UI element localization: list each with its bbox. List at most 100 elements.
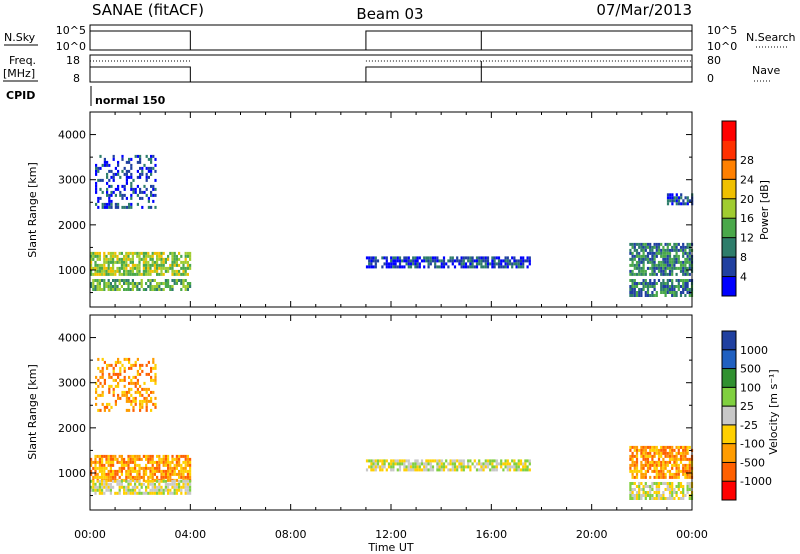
echo-cell [664,282,667,285]
echo-cell [103,269,106,273]
echo-cell [671,494,674,497]
echo-cell [633,448,636,452]
echo-cell [642,448,645,452]
echo-cell [154,193,157,197]
echo-cell [644,445,647,449]
echo-cell [94,263,97,267]
echo-cell [173,488,176,492]
echo-cell [95,381,98,385]
echo-cell [110,384,113,388]
echo-cell [429,259,432,263]
echo-cell [140,257,143,261]
echo-cell [90,266,93,270]
echo-cell [442,265,446,269]
echo-cell [141,196,144,200]
echo-cell [95,387,98,391]
echo-cell [688,460,691,464]
echo-cell [101,269,104,273]
echo-cell [414,459,417,463]
echo-cell [407,462,410,466]
echo-cell [129,282,132,285]
echo-cell [129,479,132,483]
echo-cell [644,285,647,288]
echo-cell [684,466,687,470]
echo-cell [638,482,641,485]
echo-cell [123,184,126,188]
echo-cell [125,472,128,476]
echo-cell [673,475,676,479]
echo-cell [673,199,676,203]
echo-cell [370,262,373,266]
echo-cell [173,272,176,276]
echo-cell [147,387,150,391]
echo-cell [420,462,424,466]
echo-cell [668,285,672,288]
echo-cell [136,288,139,291]
y-tick-label: 2000 [58,422,86,435]
echo-cell [106,363,109,367]
echo-cell [127,488,130,492]
echo-cell [381,256,384,260]
echo-cell [103,288,106,291]
echo-cell [644,248,647,252]
echo-cell [524,468,527,472]
echo-cell [125,390,128,394]
echo-cell [134,190,137,194]
echo-cell [103,260,106,264]
echo-cell [635,260,639,264]
echo-cell [664,269,667,273]
echo-cell [655,451,658,455]
echo-cell [642,488,645,491]
echo-cell [96,285,99,288]
echo-cell [127,454,130,458]
echo-cell [156,466,159,470]
echo-cell [467,465,470,469]
echo-cell [682,494,685,497]
echo-cell [651,463,654,467]
echo-cell [112,251,115,255]
echo-cell [480,262,483,266]
echo-cell [679,248,683,252]
echo-cell [150,366,153,370]
echo-cell [171,479,174,483]
echo-cell [482,256,485,260]
x-tick-label: 20:00 [576,528,608,541]
echo-cell [666,263,669,267]
echo-cell [158,466,161,470]
echo-cell [631,482,634,485]
echo-cell [114,251,117,255]
echo-cell [134,454,137,458]
echo-cell [147,272,150,276]
echo-cell [171,251,174,255]
echo-cell [153,469,156,473]
echo-cell [646,460,650,464]
echo-cell [145,266,148,270]
freq-tick-bottom: 8 [73,72,80,85]
echo-cell [151,457,154,461]
echo-cell [145,457,148,461]
echo-cell [469,259,472,263]
echo-cell [116,469,119,473]
echo-cell [99,154,102,158]
echo-cell [664,448,667,452]
nsky-tick-top: 10^5 [56,24,86,37]
echo-cell [98,479,101,483]
echo-cell [679,497,683,500]
echo-cell [164,460,167,464]
echo-cell [686,199,689,203]
echo-cell [675,248,678,252]
echo-cell [123,269,126,273]
echo-cell [107,266,110,270]
echo-cell [189,254,192,258]
echo-cell [679,263,683,267]
echo-cell [125,408,128,412]
echo-cell [666,196,670,200]
echo-cell [478,468,481,472]
echo-cell [116,260,119,264]
echo-cell [640,245,643,249]
echo-cell [651,291,654,294]
echo-cell [429,256,432,260]
echo-cell [145,402,148,406]
echo-cell [90,472,93,476]
